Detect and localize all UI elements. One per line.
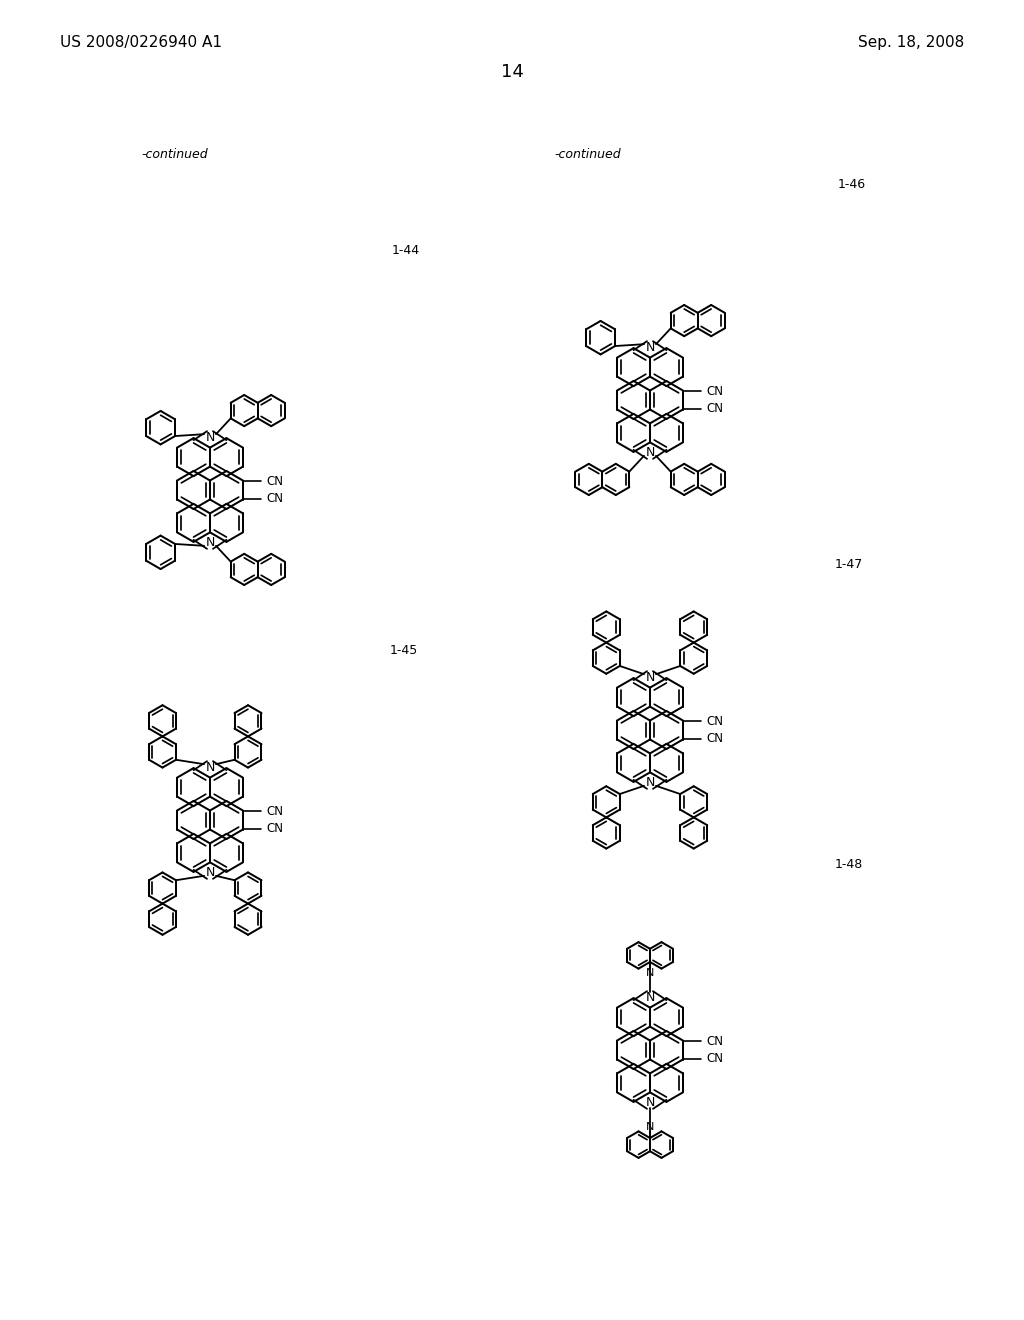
Text: CN: CN	[707, 403, 723, 414]
Text: N: N	[646, 1122, 654, 1133]
Text: CN: CN	[707, 733, 723, 744]
Text: US 2008/0226940 A1: US 2008/0226940 A1	[60, 34, 222, 49]
Text: 1-46: 1-46	[838, 178, 866, 191]
Text: -continued: -continued	[555, 149, 622, 161]
Text: N: N	[206, 866, 215, 879]
Text: N: N	[206, 430, 215, 444]
Text: N: N	[645, 991, 654, 1003]
Text: 14: 14	[501, 63, 523, 81]
Text: N: N	[645, 671, 654, 684]
Text: 1-44: 1-44	[392, 243, 420, 256]
Text: CN: CN	[266, 492, 284, 506]
Text: 1-48: 1-48	[835, 858, 863, 871]
Text: CN: CN	[707, 1052, 723, 1065]
Text: CN: CN	[707, 385, 723, 397]
Text: N: N	[646, 968, 654, 978]
Text: -continued: -continued	[141, 149, 208, 161]
Text: N: N	[645, 341, 654, 354]
Text: N: N	[645, 776, 654, 789]
Text: N: N	[206, 760, 215, 774]
Text: N: N	[645, 446, 654, 459]
Text: Sep. 18, 2008: Sep. 18, 2008	[858, 34, 964, 49]
Text: N: N	[206, 536, 215, 549]
Text: CN: CN	[266, 805, 284, 818]
Text: CN: CN	[707, 715, 723, 727]
Text: CN: CN	[266, 475, 284, 488]
Text: N: N	[645, 1097, 654, 1109]
Text: CN: CN	[266, 822, 284, 836]
Text: 1-45: 1-45	[390, 644, 418, 656]
Text: CN: CN	[707, 1035, 723, 1048]
Text: 1-47: 1-47	[835, 558, 863, 572]
